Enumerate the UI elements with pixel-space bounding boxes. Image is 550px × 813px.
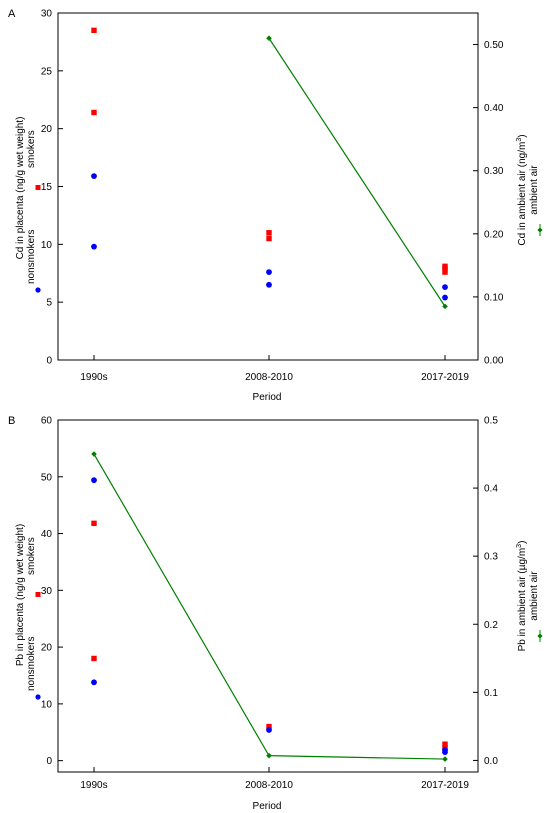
right-axis-title-sup: 3	[516, 544, 523, 548]
x-axis-title: Period	[253, 392, 282, 403]
nonsmokers-point	[442, 749, 448, 756]
smokers-point	[442, 269, 448, 275]
right-axis-title-end: )	[517, 541, 528, 544]
right-tick-label: 0.5	[484, 416, 498, 427]
right-tick-label: 0.30	[484, 166, 504, 177]
nonsmokers-point	[266, 727, 272, 733]
left-axis-title-group: Pb in placenta (ng/g wet weight) nonsmoke…	[15, 524, 41, 700]
right-tick-label: 0.50	[484, 40, 504, 51]
nonsmokers-point	[91, 243, 97, 250]
left-tick-label: 30	[41, 9, 53, 20]
left-tick-label: 25	[41, 66, 53, 77]
left-tick-label: 5	[46, 298, 52, 309]
right-axis-title-text: Cd in ambient air (ng/m	[517, 142, 528, 246]
right-axis-title-text: Pb in ambient air (µg/m	[517, 548, 528, 652]
panel-label: A	[8, 8, 16, 20]
left-tick-label: 60	[41, 416, 53, 427]
ambient-air-point	[442, 303, 448, 310]
nonsmokers-point	[91, 173, 97, 179]
right-axis-title-group: Cd in ambient air (ng/m3)ambient air	[516, 134, 543, 246]
left-axis-title: Cd in placenta (ng/g wet weight)	[15, 117, 26, 260]
legend-label-ambient: ambient air	[529, 165, 540, 215]
nonsmokers-point	[91, 679, 97, 686]
left-legend: nonsmokers smokers	[26, 537, 41, 700]
right-tick-label: 0.00	[484, 356, 504, 367]
right-tick-label: 0.1	[484, 688, 498, 699]
nonsmokers-point	[442, 294, 448, 301]
left-tick-label: 40	[41, 529, 53, 540]
nonsmokers-point	[442, 284, 448, 291]
ambient-air-line	[93, 453, 446, 760]
panel-b: B 0 10 20 30 40 50 60 0.0 0.1 0.2 0.3 0.4 0.5 1990s 200…	[8, 415, 543, 812]
legend-marker-smokers	[35, 185, 41, 190]
panel-label: B	[8, 415, 15, 427]
panel-a: A 0 5 10 15 20 25 30 0.00 0.10 0.20 0.30 0.40 0.50 199…	[8, 8, 543, 403]
legend-marker-nonsmokers	[35, 287, 41, 293]
x-tick-label: 2017-2019	[421, 372, 469, 383]
left-axis-title-group: Cd in placenta (ng/g wet weight) nonsmoke…	[15, 117, 41, 293]
left-tick-label: 15	[41, 182, 53, 193]
left-tick-label: 50	[41, 472, 53, 483]
ambient-air-point	[442, 756, 448, 762]
legend-marker-ambient	[537, 630, 543, 642]
ambient-air-point	[266, 752, 272, 759]
right-tick-label: 0.0	[484, 756, 498, 767]
plot-frame	[57, 419, 479, 773]
legend-marker-nonsmokers	[35, 694, 41, 700]
right-axis-title: Cd in ambient air (ng/m3)	[516, 134, 528, 245]
left-tick-label: 30	[41, 586, 53, 597]
x-tick-label: 1990s	[80, 780, 107, 791]
legend-diamond-ambient	[537, 633, 543, 639]
right-axis-title-end: )	[517, 134, 528, 137]
right-tick-label: 0.3	[484, 552, 498, 563]
left-tick-label: 0	[46, 756, 52, 767]
legend-label-smokers: smokers	[26, 130, 37, 168]
smokers-point	[442, 265, 448, 272]
legend-label-smokers: smokers	[26, 537, 37, 575]
smokers-point	[266, 235, 272, 242]
left-tick-label: 20	[41, 643, 53, 654]
right-axis-title-group: Pb in ambient air (µg/m3)ambient air	[516, 541, 543, 652]
right-tick-label: 0.20	[484, 229, 504, 240]
ambient-air-point	[91, 451, 97, 457]
right-axis-title: Pb in ambient air (µg/m3)	[516, 541, 528, 652]
x-tick-label: 1990s	[80, 372, 107, 383]
x-tick-label: 2017-2019	[421, 780, 469, 791]
smokers-point	[442, 741, 448, 747]
smokers-point	[91, 109, 97, 116]
smokers-point	[266, 723, 272, 730]
smokers-point	[91, 27, 97, 34]
smokers-point	[266, 230, 272, 236]
left-tick-label: 20	[41, 124, 53, 135]
nonsmokers-point	[266, 281, 272, 288]
legend-label-ambient: ambient air	[529, 571, 540, 621]
legend-label-nonsmokers: nonsmokers	[26, 230, 37, 284]
right-tick-label: 0.10	[484, 292, 504, 303]
legend-marker-smokers	[35, 592, 41, 597]
nonsmokers-point	[266, 269, 272, 275]
smokers-point	[91, 655, 97, 662]
legend-diamond-ambient	[537, 227, 543, 233]
x-tick-label: 2008-2010	[245, 780, 293, 791]
nonsmokers-point	[91, 477, 97, 484]
right-tick-label: 0.4	[484, 484, 498, 495]
plot-frame	[57, 12, 479, 361]
legend-marker-ambient	[537, 224, 543, 236]
x-axis-title: Period	[253, 801, 282, 812]
left-legend: nonsmokers smokers	[26, 130, 41, 293]
right-tick-label: 0.40	[484, 103, 504, 114]
ambient-air-line	[268, 37, 446, 307]
ambient-air-point	[266, 35, 272, 42]
left-tick-label: 0	[46, 356, 52, 367]
smokers-point	[91, 520, 97, 527]
legend-label-nonsmokers: nonsmokers	[26, 637, 37, 691]
left-axis-title: Pb in placenta (ng/g wet weight)	[15, 524, 26, 666]
right-tick-label: 0.2	[484, 620, 498, 631]
left-tick-label: 10	[41, 240, 53, 251]
x-tick-label: 2008-2010	[245, 372, 293, 383]
right-axis-title-sup: 3	[516, 138, 523, 142]
left-tick-label: 10	[41, 699, 53, 710]
